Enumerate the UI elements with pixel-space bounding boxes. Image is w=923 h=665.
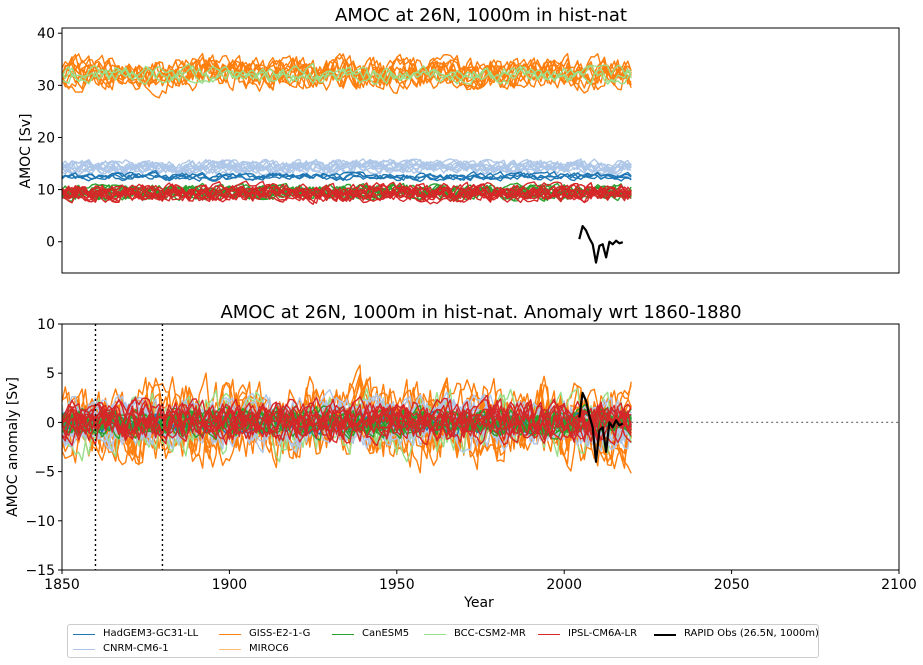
bottom-y-tick-label: 5 xyxy=(46,366,55,382)
bottom-chart-title: AMOC at 26N, 1000m in hist-nat. Anomaly … xyxy=(220,302,741,323)
top-plot-frame xyxy=(61,27,900,274)
top-y-tick-label: 10 xyxy=(37,183,55,199)
legend-label-bcc: BCC-CSM2-MR xyxy=(454,628,526,639)
bottom-series-giss-e2-1-g-line xyxy=(61,377,632,467)
legend-swatch-rapid xyxy=(654,634,676,636)
legend-swatch-canesm5 xyxy=(332,634,354,635)
bottom-x-tick-label: 1900 xyxy=(212,577,248,593)
bottom-x-tick-label: 2050 xyxy=(714,577,750,593)
top-chart-panel: AMOC at 26N, 1000m in hist-nat AMOC [Sv]… xyxy=(18,5,900,274)
legend-label-rapid: RAPID Obs (26.5N, 1000m) xyxy=(684,628,819,639)
legend-swatch-bcc xyxy=(424,634,446,635)
top-series-bcc-csm2-mr-line xyxy=(61,64,632,86)
bottom-series-ipsl-cm6a-lr-line xyxy=(61,398,632,442)
top-series-cnrm-cm6-1-line xyxy=(61,158,632,178)
bottom-x-axis-label: Year xyxy=(463,595,494,611)
top-series-giss-e2-1-g-line xyxy=(61,53,632,91)
bottom-x-tick-label: 1850 xyxy=(44,577,80,593)
top-y-tick-label: 40 xyxy=(37,26,55,42)
top-series-group xyxy=(61,52,632,264)
legend-swatch-cnrm xyxy=(73,649,95,650)
legend-label-hadgem3: HadGEM3-GC31-LL xyxy=(103,628,199,639)
bottom-y-tick-label: −15 xyxy=(25,563,55,579)
legend: HadGEM3-GC31-LL CNRM-CM6-1 GISS-E2-1-G M… xyxy=(67,624,819,658)
legend-label-giss: GISS-E2-1-G xyxy=(249,628,311,639)
legend-swatch-hadgem3 xyxy=(73,634,95,635)
top-y-tick-label: 20 xyxy=(37,130,55,146)
bottom-x-tick-label: 2000 xyxy=(546,577,582,593)
top-series-hadgem3-gc31-ll-line xyxy=(61,171,632,182)
top-y-axis-label: AMOC [Sv] xyxy=(18,114,34,189)
bottom-chart-panel: AMOC at 26N, 1000m in hist-nat. Anomaly … xyxy=(5,302,917,611)
legend-label-ipsl: IPSL-CM6A-LR xyxy=(568,628,638,639)
bottom-reference-lines xyxy=(94,324,899,570)
bottom-y-axis-label: AMOC anomaly [Sv] xyxy=(5,377,21,517)
bottom-axis-ticks: −15 −10 −5 0 5 10 1850 1900 1950 2000 2050 2100 xyxy=(25,317,916,593)
top-series-ipsl-cm6a-lr-line xyxy=(61,180,632,205)
bottom-x-tick-label: 1950 xyxy=(379,577,415,593)
bottom-y-tick-label: 10 xyxy=(37,317,55,333)
top-chart-title: AMOC at 26N, 1000m in hist-nat xyxy=(335,5,627,26)
top-series-rapid-obs-line xyxy=(578,225,624,264)
top-series-cnrm-cm6-1-line xyxy=(61,158,632,177)
bottom-series-group xyxy=(61,364,632,474)
legend-label-cnrm: CNRM-CM6-1 xyxy=(103,643,169,654)
legend-label-canesm5: CanESM5 xyxy=(362,628,410,639)
top-y-ticks: 0 10 20 30 40 xyxy=(37,26,62,251)
top-series-ipsl-cm6a-lr-line xyxy=(61,181,632,203)
bottom-y-tick-label: −10 xyxy=(25,514,55,530)
bottom-y-tick-label: −5 xyxy=(34,465,55,481)
top-y-tick-label: 0 xyxy=(46,235,55,251)
legend-label-miroc6: MIROC6 xyxy=(249,643,289,654)
top-series-bcc-csm2-mr-line xyxy=(61,63,632,86)
bottom-series-ipsl-cm6a-lr-line xyxy=(61,401,632,446)
legend-swatch-ipsl xyxy=(538,634,560,635)
bottom-x-tick-label: 2100 xyxy=(881,577,917,593)
top-series-cnrm-cm6-1-line xyxy=(61,158,632,177)
legend-swatch-giss xyxy=(219,634,241,635)
top-series-ipsl-cm6a-lr-line xyxy=(61,181,632,204)
top-series-hadgem3-gc31-ll-line xyxy=(61,169,632,182)
top-y-tick-label: 30 xyxy=(37,78,55,94)
bottom-plot-frame xyxy=(61,323,900,571)
bottom-y-tick-label: 0 xyxy=(46,415,55,431)
legend-swatch-miroc6 xyxy=(219,649,241,650)
bottom-series-rapid-obs-line xyxy=(578,391,624,463)
